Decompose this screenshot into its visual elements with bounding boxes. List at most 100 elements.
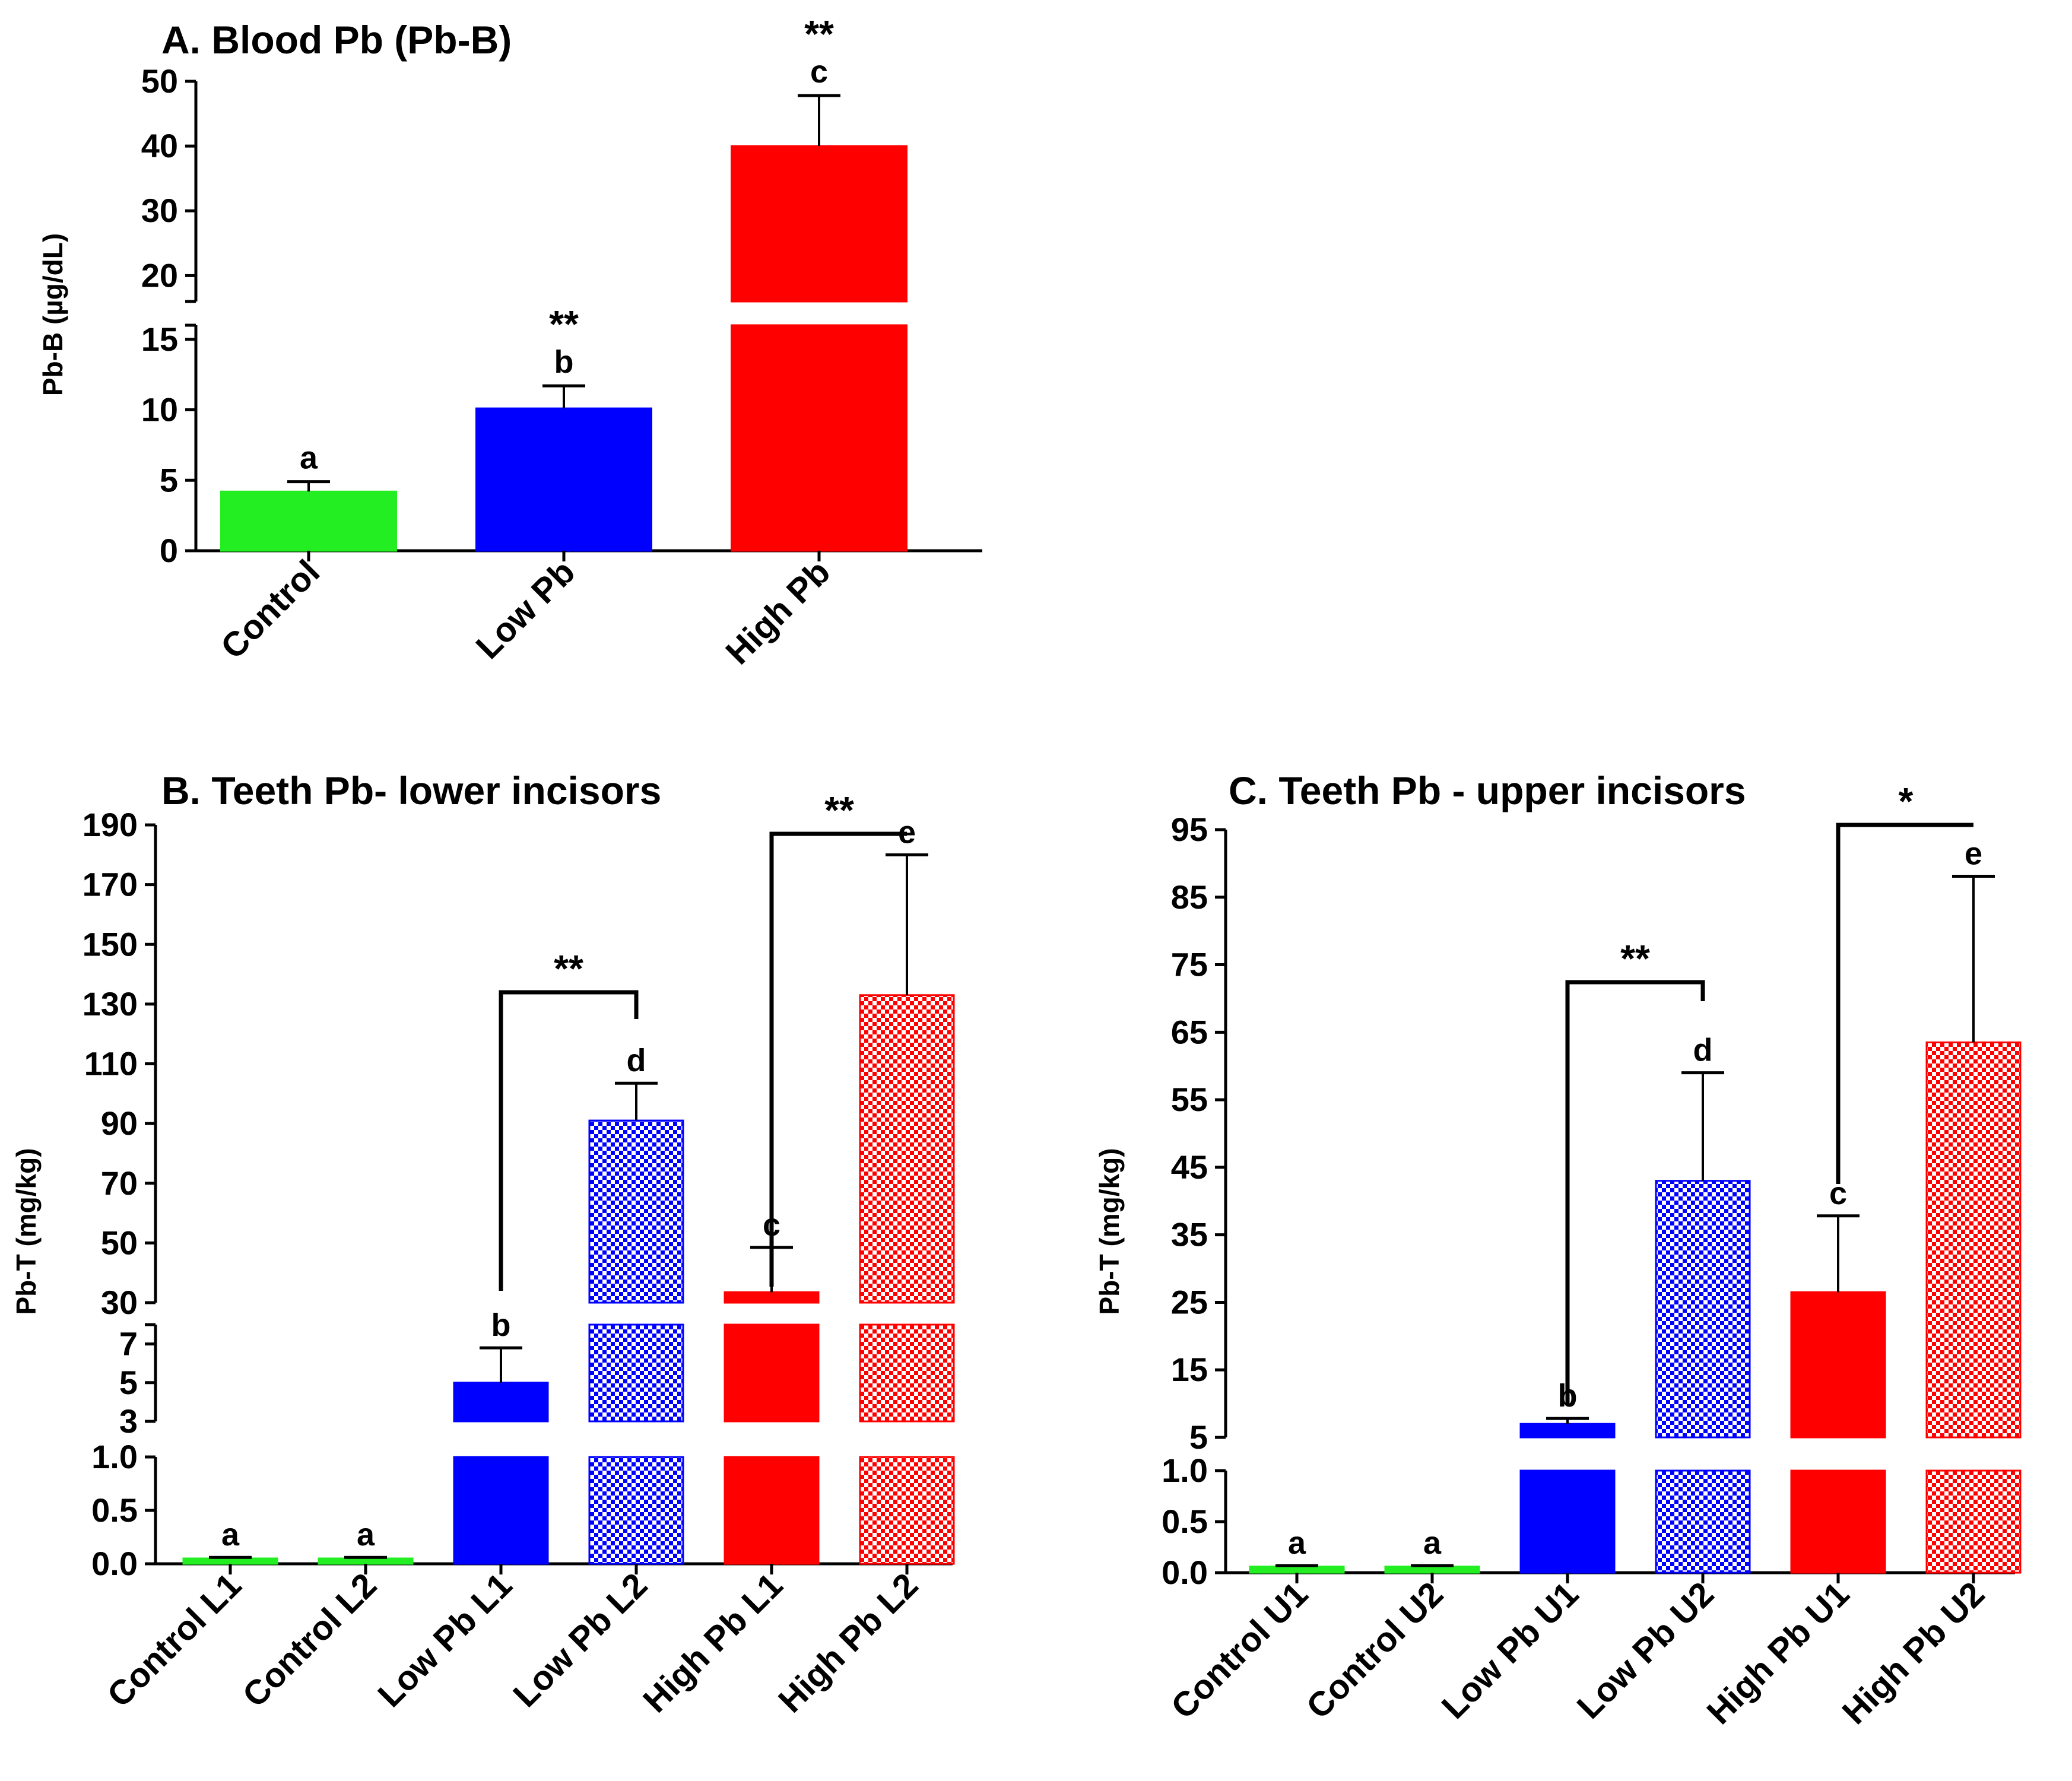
- x-tick-label: Low Pb: [468, 553, 582, 666]
- bar: [588, 1119, 684, 1304]
- y-tick-label: 3: [119, 1402, 138, 1440]
- y-tick-label: 55: [1171, 1081, 1208, 1118]
- y-tick-label: 70: [101, 1164, 138, 1202]
- bar: [1790, 1469, 1886, 1574]
- y-tick-label: 75: [1171, 946, 1208, 983]
- significance-stars: **: [804, 12, 834, 55]
- bar: [1925, 1041, 2022, 1439]
- bar: [588, 1323, 684, 1423]
- significance-letter: b: [491, 1307, 511, 1343]
- bar: [220, 490, 397, 552]
- x-tick-label: Control L2: [235, 1566, 384, 1715]
- y-tick-label: 20: [141, 256, 178, 294]
- y-tick-label: 45: [1171, 1148, 1208, 1186]
- significance-letter: a: [1288, 1525, 1306, 1561]
- y-tick-label: 15: [1171, 1351, 1208, 1388]
- panel-b: B. Teeth Pb- lower incisors Pb-T (mg/kg)…: [11, 769, 955, 1720]
- y-tick-label: 0.5: [91, 1491, 138, 1529]
- bar: [859, 1323, 955, 1423]
- bar: [588, 1456, 684, 1565]
- y-tick-label: 1.0: [1162, 1452, 1208, 1489]
- y-tick-label: 95: [1171, 811, 1208, 848]
- significance-letter: b: [554, 344, 574, 380]
- bar: [1790, 1291, 1886, 1439]
- x-tick-label: Control: [213, 553, 327, 666]
- bar: [1249, 1566, 1345, 1574]
- y-tick-label: 130: [83, 985, 138, 1023]
- x-tick-label: High Pb L1: [636, 1566, 790, 1720]
- y-tick-label: 190: [83, 806, 138, 843]
- x-tick-label: Low Pb U2: [1570, 1574, 1722, 1726]
- y-tick-label: 1.0: [91, 1438, 138, 1475]
- bar: [731, 145, 908, 303]
- comparison-bracket: [769, 831, 907, 1287]
- y-tick-label: 30: [141, 192, 178, 229]
- panel-c: C. Teeth Pb - upper incisors Pb-T (mg/kg…: [1094, 769, 2022, 1732]
- bar: [453, 1382, 549, 1423]
- y-tick-label: 0.0: [1162, 1554, 1208, 1591]
- y-tick-label: 35: [1171, 1216, 1208, 1253]
- comparison-stars: **: [824, 789, 854, 831]
- x-tick-label: Control U1: [1164, 1574, 1316, 1726]
- bar: [182, 1557, 278, 1565]
- y-tick-label: 7: [119, 1325, 138, 1363]
- comparison-bracket: [499, 990, 639, 1291]
- comparison-bracket: [1836, 823, 1973, 1184]
- y-tick-label: 0: [160, 532, 178, 569]
- panel-a-y-axis-label: Pb-B (µg/dL): [37, 233, 68, 396]
- y-tick-label: 50: [141, 62, 178, 100]
- comparison-stars: *: [1899, 780, 1914, 823]
- y-tick-label: 0.0: [91, 1545, 138, 1582]
- bar: [1925, 1469, 2022, 1574]
- bar: [475, 407, 652, 552]
- y-tick-label: 30: [101, 1284, 138, 1321]
- y-tick-label: 150: [83, 925, 138, 963]
- bar: [1519, 1423, 1616, 1439]
- x-tick-label: High Pb L2: [771, 1566, 925, 1720]
- significance-letter: d: [1693, 1033, 1713, 1068]
- bar: [724, 1456, 820, 1565]
- bar: [1655, 1180, 1751, 1439]
- significance-letter: e: [1965, 836, 1982, 872]
- bar: [859, 994, 955, 1304]
- bar: [859, 1456, 955, 1565]
- x-tick-label: Control U2: [1299, 1574, 1451, 1726]
- significance-letter: a: [1423, 1525, 1442, 1561]
- panel-b-title: B. Teeth Pb- lower incisors: [161, 769, 661, 812]
- y-tick-label: 170: [83, 866, 138, 903]
- y-tick-label: 5: [1189, 1418, 1208, 1456]
- comparison-stars: **: [1620, 937, 1650, 980]
- y-tick-label: 50: [101, 1224, 138, 1261]
- significance-letter: d: [627, 1043, 646, 1078]
- significance-letter: a: [221, 1517, 240, 1553]
- panel-c-plot: 0.0 0.5 1.05 15 25 35 45 55 65 75 85 95 Control U1 aC…: [1162, 780, 2022, 1732]
- y-tick-label: 10: [141, 391, 178, 428]
- y-tick-label: 40: [141, 127, 178, 164]
- bar: [1384, 1566, 1480, 1574]
- panel-c-title: C. Teeth Pb - upper incisors: [1229, 769, 1746, 812]
- bar: [724, 1323, 820, 1423]
- y-tick-label: 5: [160, 461, 178, 499]
- x-tick-label: Low Pb L1: [370, 1566, 519, 1715]
- panel-b-y-axis-label: Pb-T (mg/kg): [11, 1148, 42, 1315]
- x-tick-label: High Pb: [718, 553, 837, 672]
- significance-letter: a: [357, 1517, 375, 1553]
- bar: [724, 1291, 820, 1304]
- significance-letter: c: [810, 54, 828, 90]
- y-tick-label: 110: [84, 1045, 138, 1082]
- y-tick-label: 0.5: [1162, 1503, 1208, 1540]
- bar: [1519, 1469, 1616, 1574]
- panel-c-y-axis-label: Pb-T (mg/kg): [1094, 1148, 1125, 1315]
- y-tick-label: 25: [1171, 1283, 1208, 1320]
- bar: [731, 324, 908, 552]
- x-tick-label: Low Pb U1: [1435, 1574, 1586, 1726]
- x-tick-label: Low Pb L2: [506, 1566, 655, 1715]
- y-tick-label: 90: [101, 1104, 138, 1142]
- significance-stars: **: [549, 303, 579, 345]
- significance-letter: a: [300, 440, 318, 476]
- bar: [1655, 1469, 1751, 1574]
- bar: [453, 1456, 549, 1565]
